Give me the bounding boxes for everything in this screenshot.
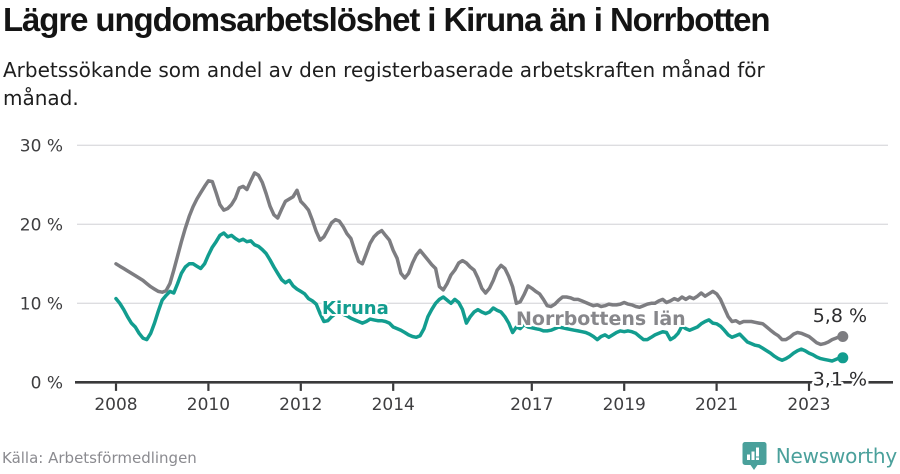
series-label-kiruna: Kiruna: [322, 298, 389, 319]
end-value-label-kiruna: 3,1 %: [813, 369, 867, 391]
y-axis-label: 20 %: [20, 215, 63, 235]
source-note: Källa: Arbetsförmedlingen: [2, 449, 197, 467]
x-axis-label: 2012: [279, 395, 322, 415]
chart-subtitle: Arbetssökande som andel av den registerb…: [3, 58, 765, 110]
newsworthy-logo: Newsworthy: [742, 441, 897, 471]
page-title: Lägre ungdomsarbetslöshet i Kiruna än i …: [3, 1, 771, 38]
x-axis-label: 2023: [787, 395, 830, 415]
y-axis-label: 30 %: [20, 136, 63, 156]
x-axis-label: 2014: [372, 395, 415, 415]
series-label-norrbotten: Norrbottens län: [516, 308, 686, 330]
newsworthy-logo-text: Newsworthy: [775, 444, 897, 468]
y-axis-label: 0 %: [31, 373, 63, 393]
series-line-kiruna: [114, 231, 842, 363]
x-axis-label: 2019: [603, 395, 646, 415]
x-axis-label: 2021: [695, 395, 738, 415]
x-axis-label: 2008: [94, 395, 137, 415]
series-end-dot-norrbotten: [837, 330, 849, 342]
x-axis-label: 2017: [510, 395, 553, 415]
series-line-norrbotten: [114, 171, 842, 347]
series-end-dot-kiruna: [837, 352, 849, 364]
end-value-label-norrbotten: 5,8 %: [813, 305, 867, 327]
y-axis-label: 10 %: [20, 294, 63, 314]
newsworthy-logo-icon: [742, 442, 767, 470]
x-axis-label: 2010: [187, 395, 230, 415]
